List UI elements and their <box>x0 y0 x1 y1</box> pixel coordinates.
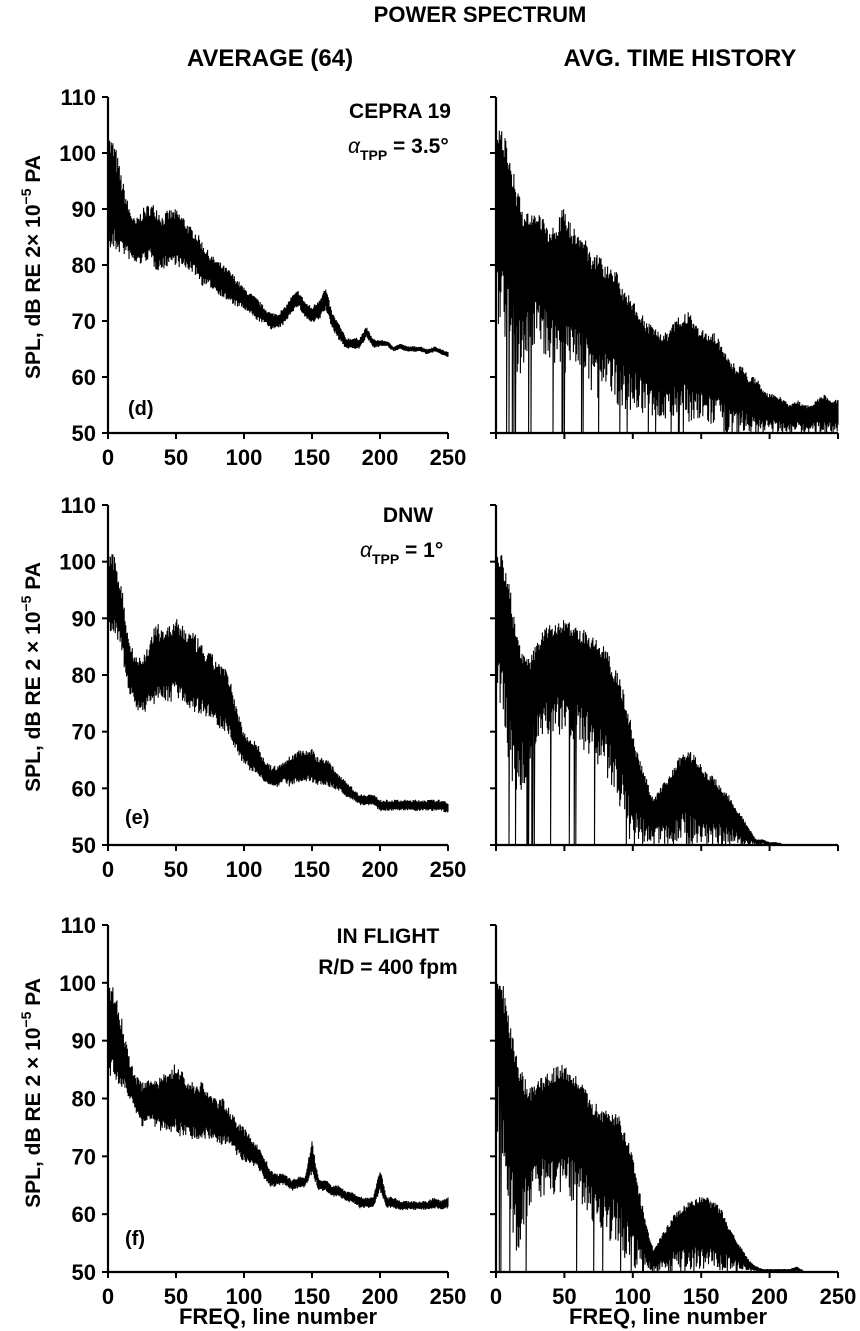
y-tick-label: 110 <box>61 493 97 518</box>
y-axis-label-row3: SPL, dB RE 2 × 10−5 PA <box>18 978 45 1208</box>
x-tick-label: 0 <box>102 445 114 470</box>
annotation-e-title: DNW <box>383 504 433 527</box>
y-tick-label: 60 <box>72 776 96 801</box>
y-tick-label: 50 <box>72 833 96 858</box>
x-tick-label: 150 <box>294 857 331 882</box>
y-tick-label: 100 <box>59 141 96 166</box>
x-tick-label: 200 <box>362 857 399 882</box>
panel-letter-e: (e) <box>125 807 149 829</box>
x-tick-label: 200 <box>362 445 399 470</box>
x-axis-label-left: FREQ, line number <box>179 1304 377 1329</box>
panel-letter-f: (f) <box>125 1228 145 1250</box>
y-tick-label: 60 <box>72 1202 96 1227</box>
x-tick-label: 0 <box>102 1284 114 1309</box>
y-tick-label: 50 <box>72 1260 96 1285</box>
spectrum-trace <box>495 130 839 434</box>
y-tick-label: 90 <box>72 197 96 222</box>
x-tick-label: 150 <box>683 1284 720 1309</box>
x-tick-label: 250 <box>820 1284 857 1309</box>
x-tick-label: 200 <box>362 1284 399 1309</box>
x-tick-label: 100 <box>226 857 263 882</box>
y-tick-label: 70 <box>72 1144 96 1169</box>
x-tick-label: 100 <box>226 445 263 470</box>
y-tick-label: 80 <box>72 1087 96 1112</box>
x-axis-label-right: FREQ, line number <box>569 1304 767 1329</box>
y-tick-label: 80 <box>72 253 96 278</box>
spectrum-trace <box>107 554 449 813</box>
x-tick-label: 200 <box>751 1284 788 1309</box>
y-tick-label: 110 <box>61 85 97 110</box>
y-tick-label: 90 <box>72 606 96 631</box>
x-tick-label: 0 <box>490 1284 502 1309</box>
x-tick-label: 250 <box>430 857 467 882</box>
annotation-e-alpha: αTPP = 1° <box>360 539 443 567</box>
chart-panel-4 <box>490 504 839 851</box>
annotation-d-title: CEPRA 19 <box>349 100 451 123</box>
x-tick-label: 250 <box>430 1284 467 1309</box>
y-tick-label: 60 <box>72 365 96 390</box>
spectrum-trace <box>495 550 838 846</box>
chart-panel-6: 0 50 100 150 200 250 <box>490 924 857 1309</box>
annotation-d-alpha: αTPP = 3.5° <box>348 135 449 163</box>
y-tick-label: 80 <box>72 663 96 688</box>
x-tick-label: 150 <box>294 445 331 470</box>
panel-letter-d: (d) <box>128 398 154 420</box>
figure-title: POWER SPECTRUM <box>374 2 587 27</box>
spectrum-trace <box>495 979 838 1273</box>
y-tick-label: 100 <box>59 971 96 996</box>
y-axis-label-row2: SPL, dB RE 2 × 10−5 PA <box>18 562 45 792</box>
y-axis-label-row1: SPL, dB RE 2× 10−5 PA <box>18 155 45 379</box>
y-tick-label: 70 <box>72 720 96 745</box>
x-tick-label: 50 <box>164 857 188 882</box>
spectrum-trace <box>107 140 449 357</box>
x-tick-label: 150 <box>294 1284 331 1309</box>
x-tick-label: 250 <box>430 445 467 470</box>
x-tick-label: 50 <box>164 445 188 470</box>
x-tick-label: 50 <box>552 1284 576 1309</box>
x-tick-label: 50 <box>164 1284 188 1309</box>
x-tick-label: 0 <box>102 857 114 882</box>
y-tick-label: 100 <box>59 550 96 575</box>
y-tick-label: 50 <box>72 421 96 446</box>
y-tick-label: 90 <box>72 1029 96 1054</box>
annotation-f-rd: R/D = 400 fpm <box>318 956 457 979</box>
spectrum-trace <box>107 987 449 1211</box>
y-tick-label: 70 <box>72 309 96 334</box>
chart-panel-2 <box>490 96 839 439</box>
x-tick-label: 100 <box>614 1284 651 1309</box>
left-column-title: AVERAGE (64) <box>187 45 353 72</box>
y-tick-label: 110 <box>61 913 97 938</box>
x-tick-label: 100 <box>226 1284 263 1309</box>
right-column-title: AVG. TIME HISTORY <box>564 45 797 72</box>
annotation-f-title: IN FLIGHT <box>337 925 440 948</box>
